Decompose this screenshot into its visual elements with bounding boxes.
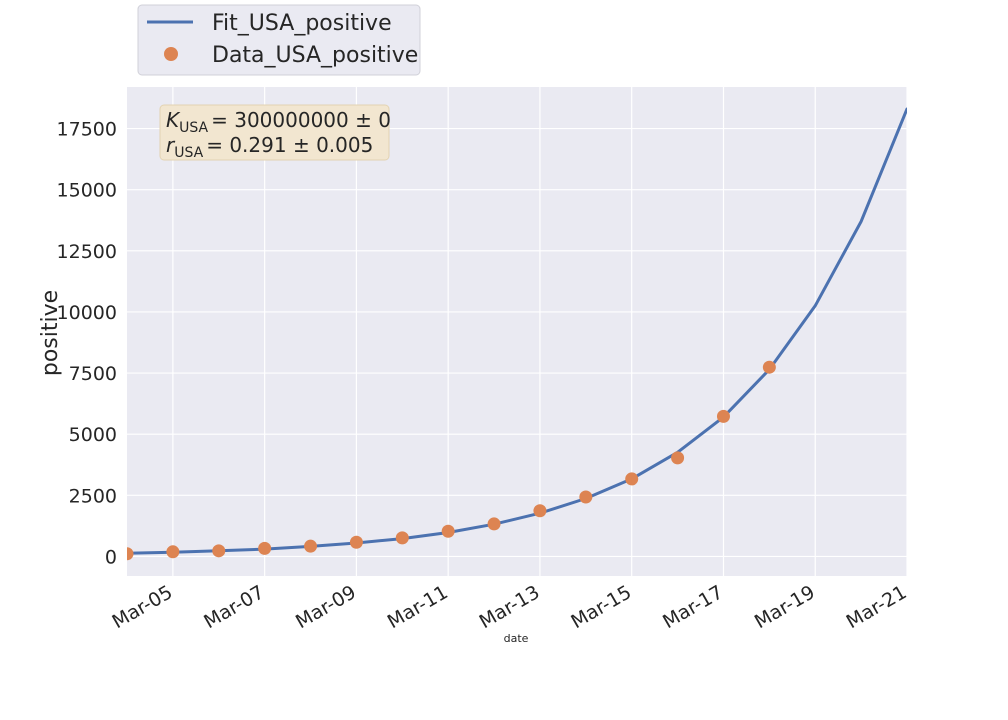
y-axis-title: positive [38,290,63,376]
y-tick-label: 15000 [57,180,117,202]
data-point [349,535,363,549]
legend-data-marker-swatch [164,47,178,61]
annotation-r-value: = 0.291 ± 0.005 [206,133,373,157]
y-tick-label: 7500 [69,363,117,385]
annotation-line-k: KUSA = 300000000 ± 0 [166,108,391,136]
x-gridlines [172,87,908,576]
data-point [716,409,730,423]
data-point [258,541,272,555]
y-tick-label: 12500 [57,241,117,263]
y-tick-label: 0 [105,546,117,568]
y-tick-label: 10000 [57,302,117,324]
data-point [762,360,776,374]
data-point [395,531,409,545]
data-point [441,524,455,538]
data-point [671,451,685,465]
y-tick-labels: 0 2500 5000 7500 10000 12500 15000 17500 [57,119,117,569]
plot-area [127,87,907,576]
y-tick-label: 2500 [69,485,117,507]
legend: Fit_USA_positive Data_USA_positive [137,4,421,76]
data-point [487,517,501,531]
fit-parameters-annotation: KUSA = 300000000 ± 0 rUSA = 0.291 ± 0.005 [159,104,391,161]
x-tick-labels: Mar-05 Mar-07 Mar-09 Mar-11 Mar-13 Mar-15 Mar-… [109,581,911,633]
x-tick-label: Mar-05 [109,581,177,633]
annotation-r-subscript: USA [174,145,203,161]
annotation-k-symbol: K [166,108,181,132]
legend-box [137,4,421,76]
annotation-k-value: = 300000000 ± 0 [211,108,391,132]
data-point [166,545,180,559]
x-tick-label: Mar-19 [751,581,819,633]
data-point [127,547,134,561]
data-point [304,539,318,553]
x-tick-label: Mar-13 [476,581,544,633]
x-tick-label: Mar-21 [843,581,911,633]
data-point [212,544,226,558]
fit-line [127,107,907,555]
x-tick-label: Mar-11 [384,581,452,633]
x-tick-label: Mar-07 [200,581,268,633]
x-tick-label: Mar-17 [659,581,727,633]
y-tick-label: 17500 [57,119,117,141]
annotation-k-subscript: USA [179,120,208,136]
annotation-box [159,104,390,161]
legend-data-label: Data_USA_positive [212,43,418,68]
y-tick-label: 5000 [69,424,117,446]
x-tick-label: Mar-15 [567,581,635,633]
data-point [579,490,593,504]
data-point [533,504,547,518]
data-point [625,472,639,486]
x-tick-label: Mar-09 [292,581,360,633]
annotation-r-symbol: r [166,133,176,157]
annotation-line-r: rUSA = 0.291 ± 0.005 [166,133,373,161]
x-axis-title: date [504,632,529,645]
legend-fit-label: Fit_USA_positive [212,11,392,36]
series-layer [127,107,907,561]
